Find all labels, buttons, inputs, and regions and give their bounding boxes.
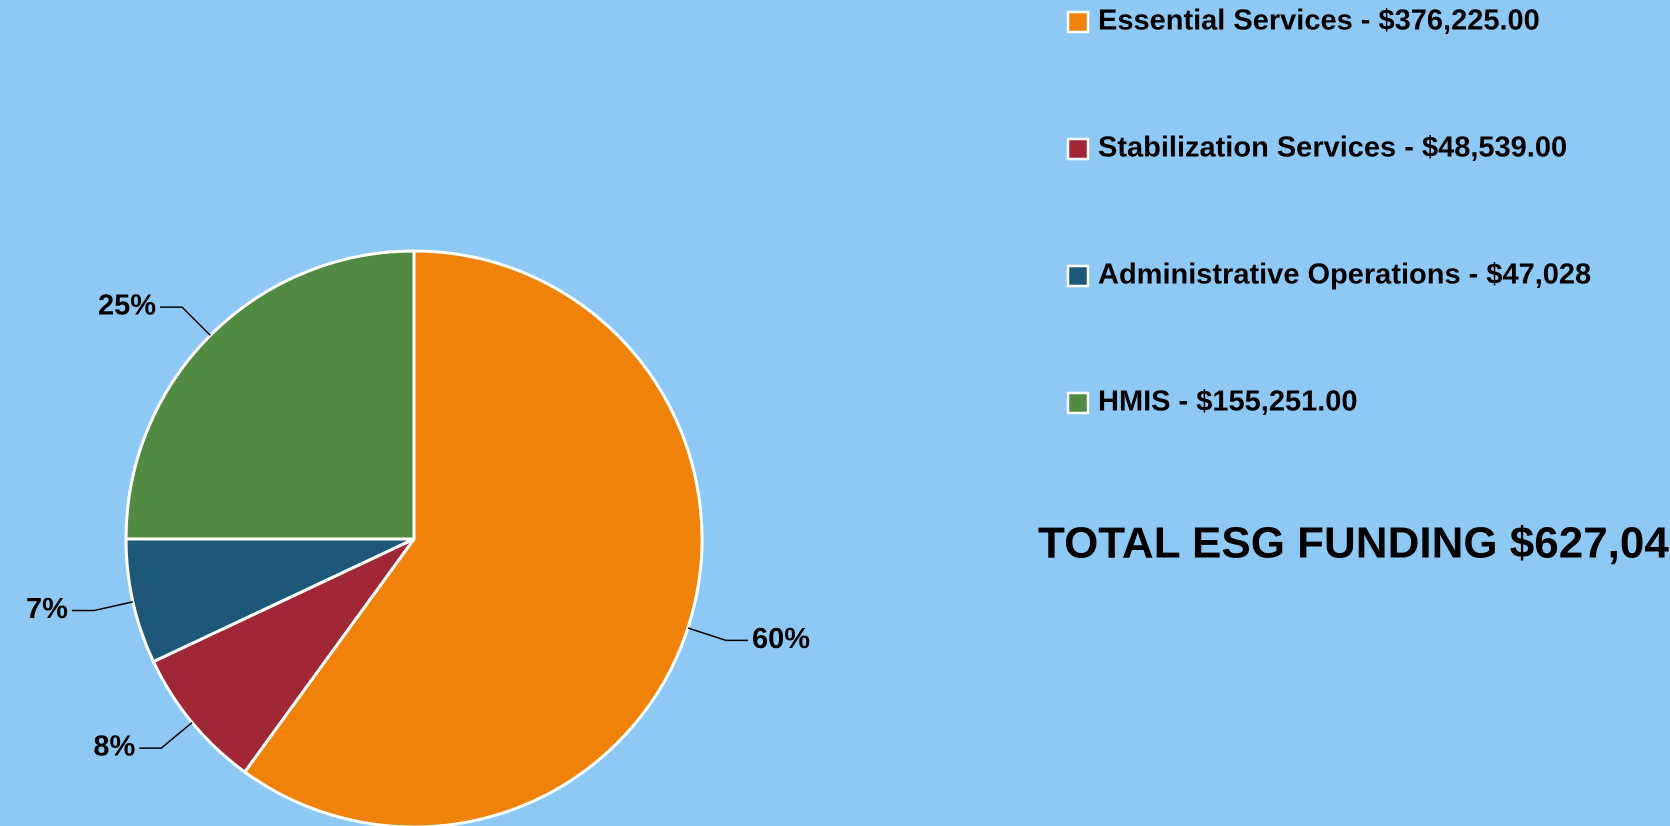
leader-line (71, 601, 134, 612)
leader-line (160, 306, 211, 336)
leader-line (687, 627, 748, 642)
data-label: 60% (752, 623, 810, 655)
legend-swatch (1066, 264, 1090, 288)
total-annotation: TOTAL ESG FUNDING $627,04 (1038, 519, 1669, 568)
legend-swatch (1066, 137, 1090, 161)
legend-swatch (1066, 391, 1090, 415)
legend-swatch (1066, 10, 1090, 34)
data-label: 8% (93, 731, 135, 763)
pie-slice (124, 537, 415, 664)
legend-label: Stabilization Services - $48,539.00 (1098, 132, 1567, 164)
legend-label: HMIS - $155,251.00 (1098, 386, 1358, 418)
legend-label: Administrative Operations - $47,028 (1098, 259, 1591, 291)
pie-slice (124, 249, 416, 541)
legend-label: Essential Services - $376,225.00 (1098, 5, 1540, 37)
leader-line (139, 722, 193, 749)
pie-slice (151, 537, 416, 775)
data-label: 7% (26, 593, 68, 625)
data-label: 25% (98, 290, 156, 322)
pie-slice (242, 249, 704, 826)
